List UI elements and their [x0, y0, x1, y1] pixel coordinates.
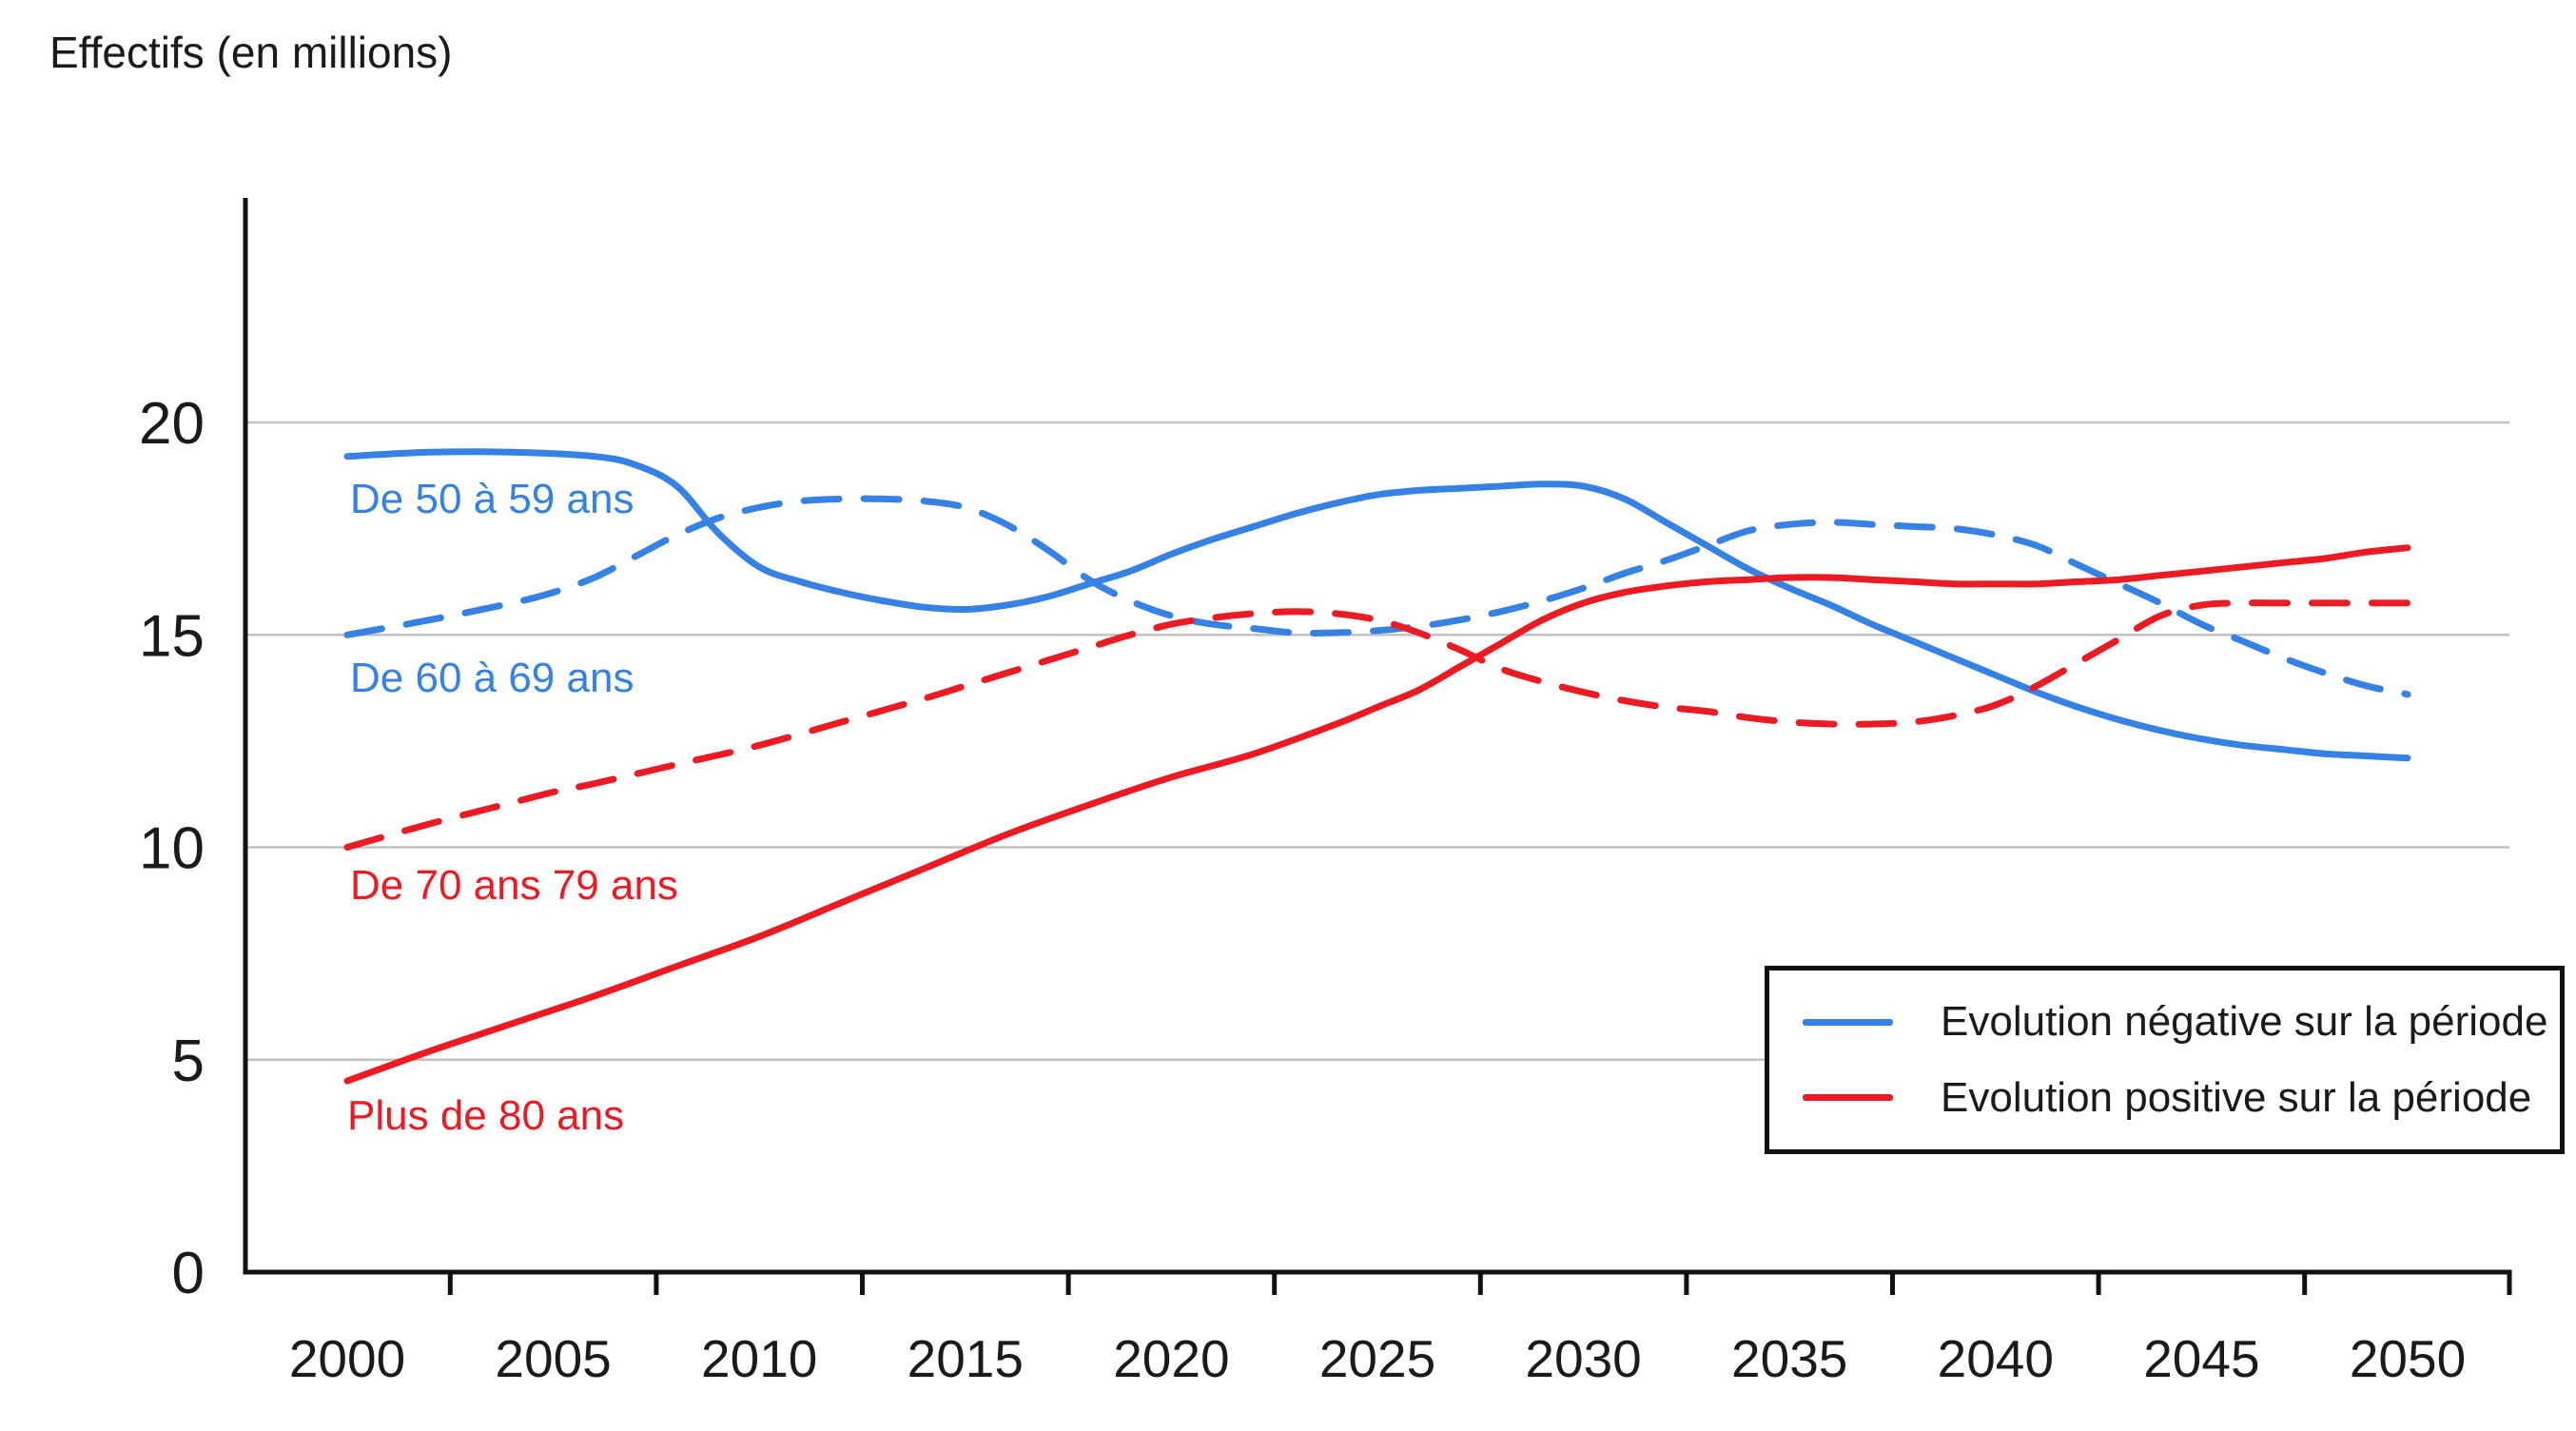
legend-box: Evolution négative sur la période Evolut…: [1765, 966, 2565, 1154]
x-tick-label-2040: 2040: [1938, 1329, 2054, 1388]
legend-item-negative: Evolution négative sur la période: [1803, 998, 2560, 1046]
x-tick-label-2035: 2035: [1731, 1329, 1847, 1388]
series-label-60-69: De 60 à 69 ans: [350, 655, 634, 701]
series-line-1-dashed: [343, 495, 2411, 698]
series-line-3-solid: [343, 544, 2411, 1085]
x-tick-label-2010: 2010: [701, 1329, 817, 1388]
x-tick-label-2015: 2015: [907, 1329, 1024, 1388]
x-tick-label-2000: 2000: [289, 1329, 405, 1388]
x-tick-label-2025: 2025: [1319, 1329, 1435, 1388]
x-tick-label-2005: 2005: [495, 1329, 611, 1388]
y-tick-label-20: 20: [139, 391, 205, 457]
x-tick-label-2045: 2045: [2143, 1329, 2259, 1388]
y-tick-label-0: 0: [172, 1241, 205, 1306]
legend-line-sample-blue: [1803, 1018, 1893, 1026]
series-label-50-59: De 50 à 59 ans: [350, 476, 634, 522]
series-label-80-plus: Plus de 80 ans: [347, 1092, 625, 1139]
x-tick-label-2050: 2050: [2350, 1329, 2466, 1388]
x-tick-label-2030: 2030: [1525, 1329, 1641, 1388]
x-tick-label-2020: 2020: [1113, 1329, 1229, 1388]
y-tick-label-10: 10: [139, 816, 205, 882]
y-axis-title: Effectifs (en millions): [49, 28, 453, 77]
legend-item-positive: Evolution positive sur la période: [1803, 1074, 2560, 1122]
axis-frame: [243, 198, 2512, 1295]
series-label-70-79: De 70 ans 79 ans: [350, 862, 678, 909]
legend-label-negative: Evolution négative sur la période: [1941, 998, 2548, 1046]
legend-line-sample-red: [1803, 1094, 1893, 1102]
legend-label-positive: Evolution positive sur la période: [1941, 1073, 2532, 1121]
series-line-0-solid: [343, 448, 2411, 762]
series-line-2-dashed: [343, 599, 2411, 851]
y-tick-label-15: 15: [139, 603, 205, 669]
y-tick-label-5: 5: [172, 1029, 205, 1094]
